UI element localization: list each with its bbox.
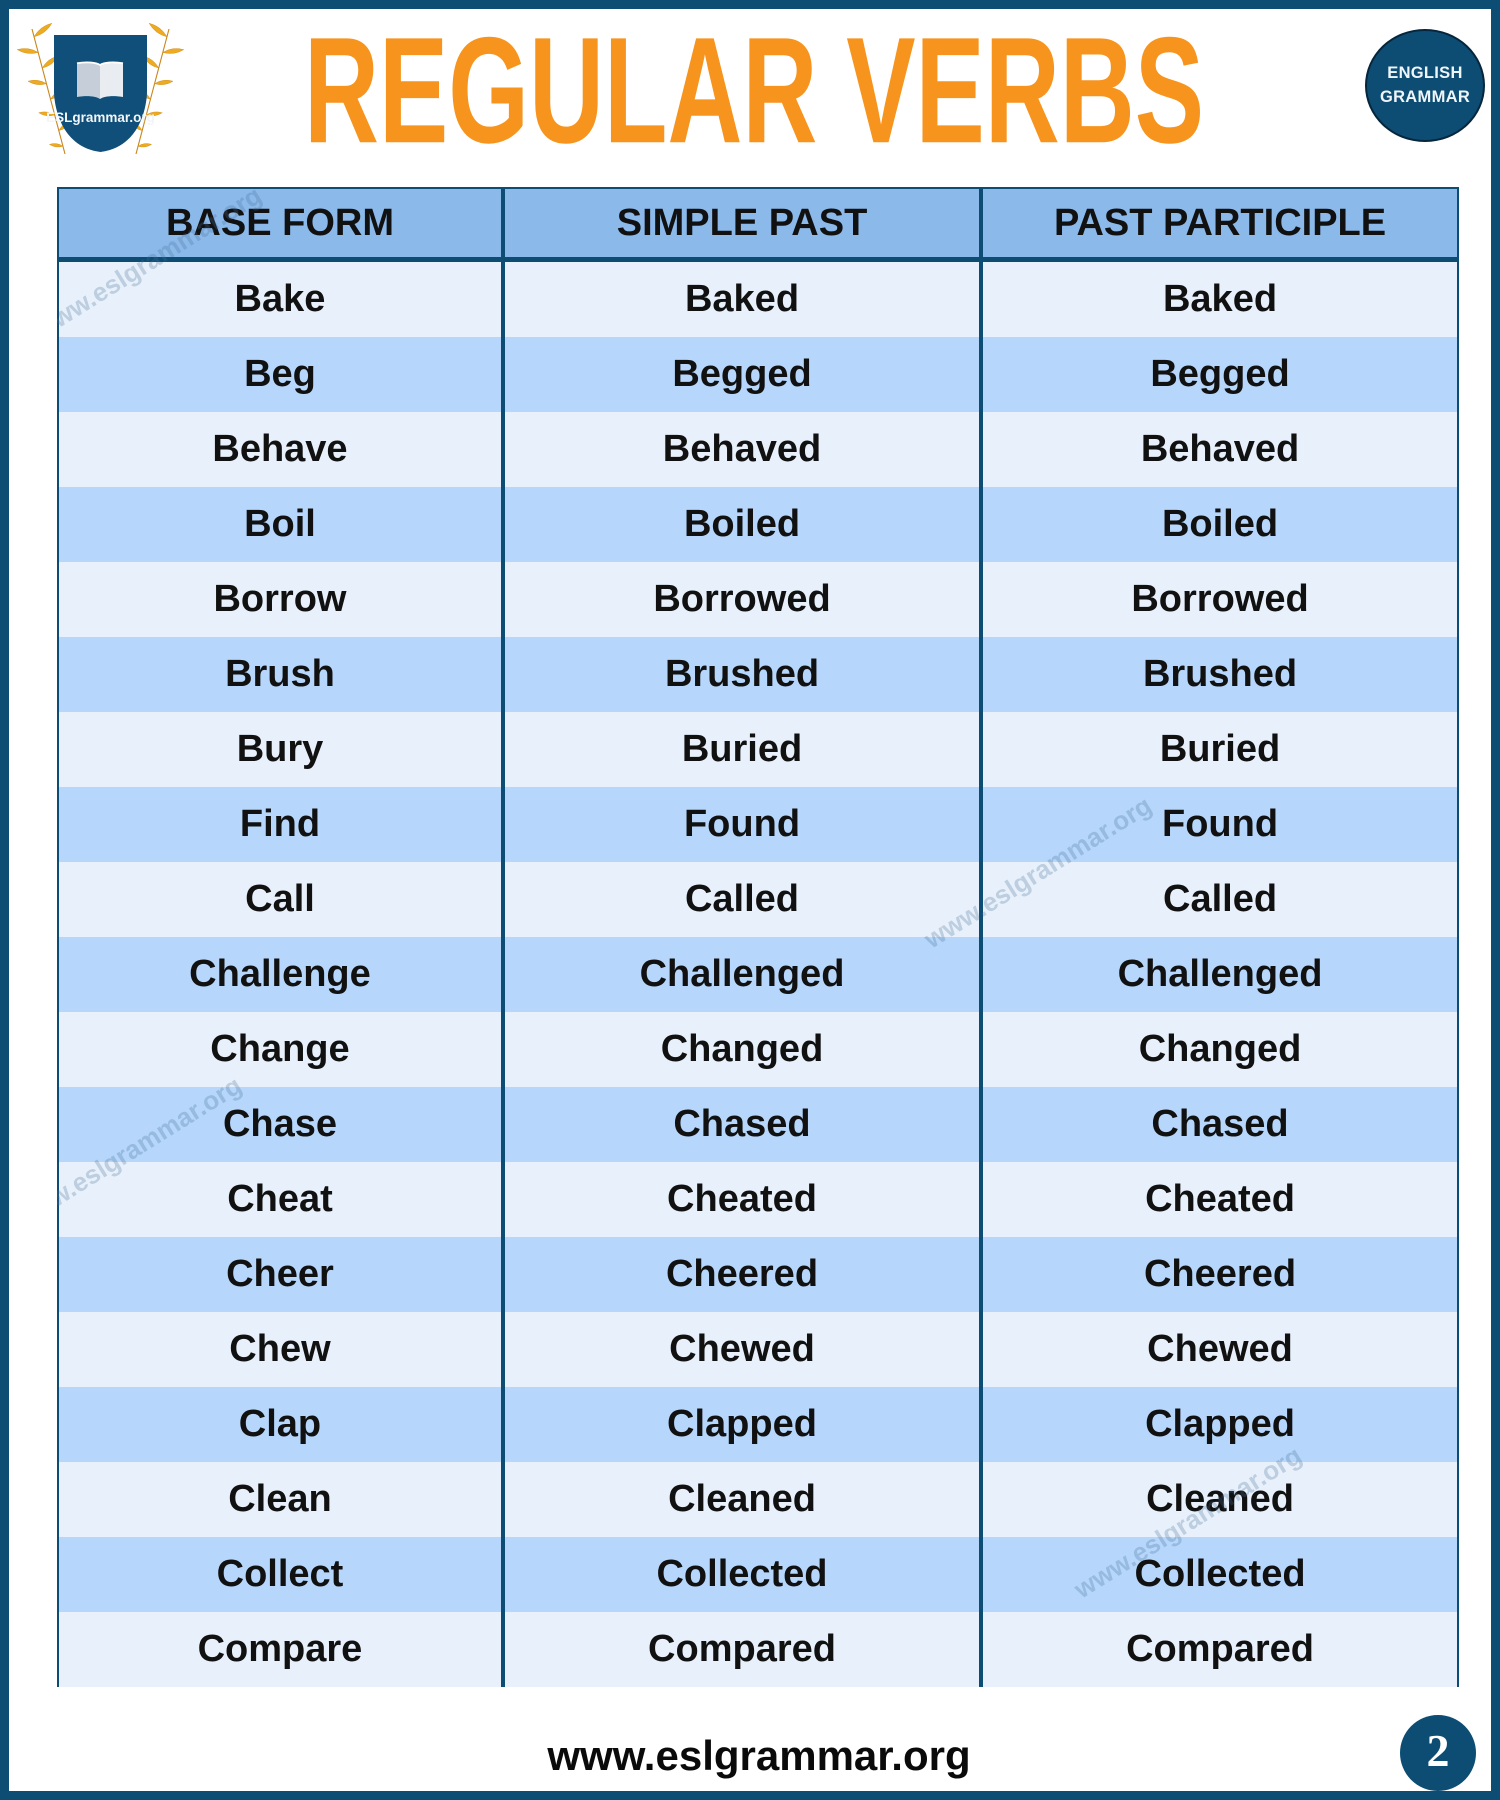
svg-text:ESLgrammar.org: ESLgrammar.org [46,110,155,125]
